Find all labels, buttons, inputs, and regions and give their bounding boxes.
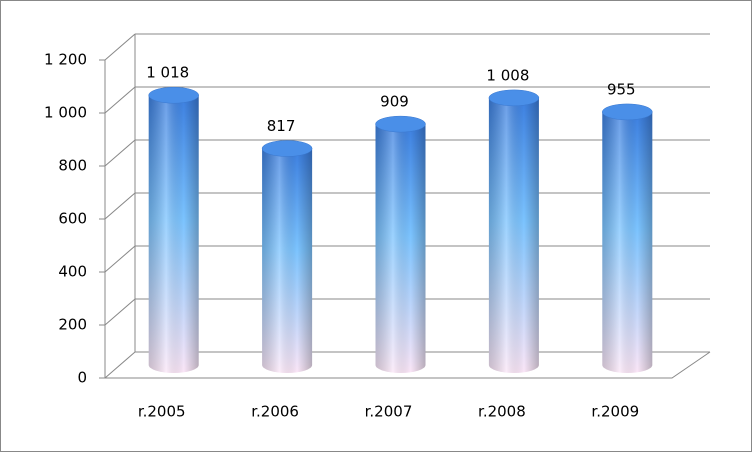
cylinder-cap: [602, 103, 653, 121]
x-tick-label: r.2007: [365, 403, 413, 421]
x-tick-label: r.2005: [138, 403, 186, 421]
cylinder-shade: [602, 111, 653, 374]
cylinder-shade: [262, 148, 313, 373]
y-tick-label: 200: [58, 316, 87, 334]
cylinder-cap: [375, 115, 426, 133]
y-tick-label: 400: [58, 263, 87, 281]
cylinder-shade: [148, 95, 199, 373]
value-label: 817: [267, 117, 296, 135]
x-tick-label: r.2009: [591, 403, 639, 421]
y-tick-label: 1 000: [44, 104, 87, 122]
value-label: 909: [380, 93, 409, 111]
cylinder-shade: [375, 124, 426, 374]
y-tick-label: 1 200: [44, 51, 87, 69]
x-tick-label: r.2006: [251, 403, 299, 421]
cylinder-shade: [488, 97, 539, 373]
grid-line: [104, 351, 136, 379]
grid-line: [104, 298, 136, 326]
x-tick-label: r.2008: [478, 403, 526, 421]
value-label: 1 018: [146, 64, 189, 82]
y-tick-label: 800: [58, 157, 87, 175]
cylinder-cap: [148, 86, 199, 104]
y-tick-label: 600: [58, 210, 87, 228]
grid-line: [104, 245, 136, 273]
value-label: 1 008: [486, 66, 529, 84]
grid-line: [104, 139, 136, 167]
grid-line: [104, 192, 136, 220]
cylinder-cap: [261, 140, 313, 157]
y-tick-label: 0: [77, 369, 87, 387]
grid-line: [104, 33, 136, 61]
grid-line: [104, 86, 136, 114]
value-label: 955: [607, 80, 636, 98]
floor: [105, 351, 711, 379]
cylinder-cap: [488, 89, 540, 107]
